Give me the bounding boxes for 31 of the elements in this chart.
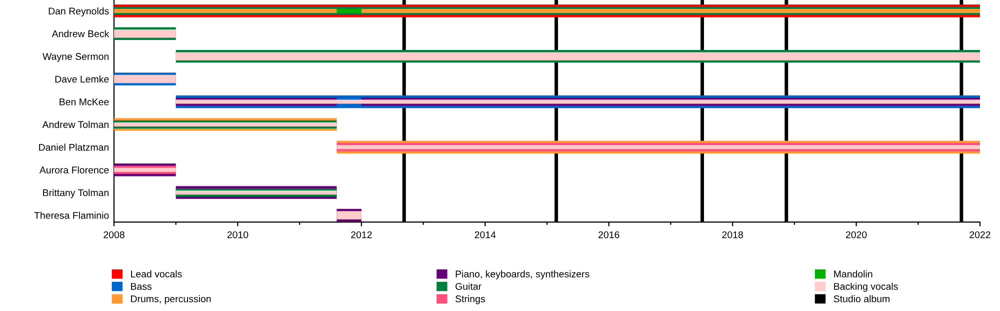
y-tick-label: Brittany Tolman (43, 189, 109, 198)
legend-label: Lead vocals (131, 270, 182, 278)
x-tick-label: 2022 (970, 231, 990, 238)
x-tick-label: 2020 (846, 231, 867, 238)
x-tick-label: 2014 (474, 231, 496, 238)
y-tick-label: Andrew Tolman (42, 120, 109, 128)
bar (176, 100, 980, 104)
legend-label: Studio album (834, 295, 890, 302)
legend-label: Piano, keyboards, synthesizers (456, 270, 590, 280)
legend-label: Mandolin (834, 270, 872, 278)
legend-label: Bass (131, 283, 152, 290)
y-tick-label: Daniel Platzman (39, 144, 109, 151)
legend-label: Guitar (456, 282, 482, 290)
x-tick-label: 2010 (227, 231, 248, 238)
bar (114, 8, 337, 13)
x-tick-label: 2008 (104, 231, 124, 238)
x-tick-label: 2016 (598, 231, 620, 238)
y-tick-label: Aurora Florence (39, 166, 109, 174)
y-tick-label: Theresa Flaminio (34, 212, 109, 219)
bar (361, 8, 980, 13)
legend-label: Strings (456, 295, 485, 304)
bar (336, 8, 362, 13)
y-tick-label: Dave Lemke (55, 75, 109, 83)
x-tick-label: 2018 (722, 231, 743, 238)
y-tick-label: Andrew Beck (52, 30, 110, 38)
legend-label: Drums, percussion (131, 295, 211, 304)
legend-label: Backing vocals (834, 282, 898, 292)
y-tick-label: Ben McKee (60, 98, 109, 106)
y-tick-label: Dan Reynolds (48, 7, 109, 16)
y-tick-label: Wayne Sermon (42, 53, 109, 62)
x-tick-label: 2012 (351, 231, 372, 238)
